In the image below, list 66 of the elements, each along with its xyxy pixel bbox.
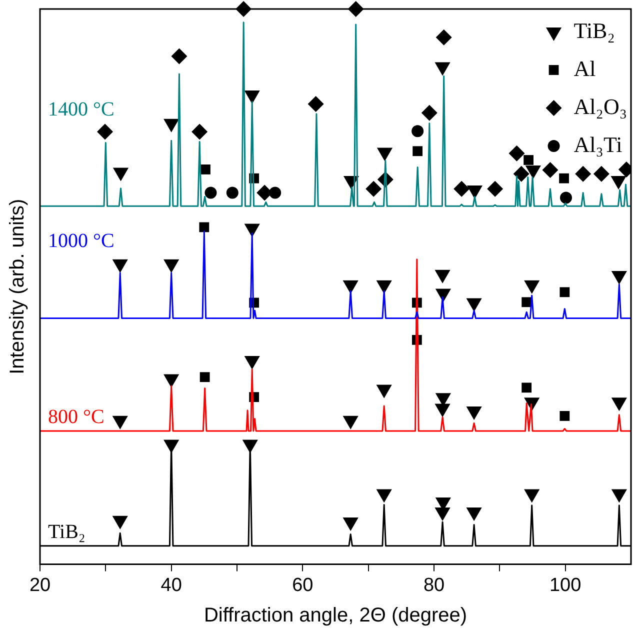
point (204, 186, 217, 199)
point (611, 270, 627, 284)
x-tick-label: 20 (29, 574, 51, 596)
legend-label: Al₂O₃ (574, 94, 628, 119)
point (112, 416, 128, 430)
x-axis-title: Diffraction angle, 2Θ (degree) (204, 604, 468, 627)
point (342, 518, 358, 532)
point (376, 280, 392, 294)
point (244, 224, 260, 238)
point (524, 280, 540, 294)
point (466, 406, 482, 420)
x-tick-label: 100 (549, 574, 582, 596)
point (560, 192, 572, 204)
series-label: 1000 °C (48, 230, 114, 252)
point (164, 374, 180, 388)
point (269, 186, 282, 199)
point (366, 180, 382, 197)
point (559, 173, 569, 184)
point (308, 96, 324, 112)
point (575, 166, 592, 182)
point (434, 270, 450, 284)
point (593, 166, 610, 182)
legend-label: Al (574, 56, 596, 81)
point (171, 48, 188, 64)
x-tick-label: 60 (292, 574, 314, 596)
series-label: 1400 °C (48, 98, 114, 121)
point (112, 259, 128, 273)
point (454, 180, 470, 197)
point (542, 162, 558, 178)
series-label: 800 °C (48, 406, 104, 428)
point (466, 508, 482, 522)
x-tick-label: 40 (160, 574, 182, 596)
point (434, 508, 450, 522)
x-tick-label: 80 (423, 574, 445, 596)
point (226, 186, 238, 199)
point (200, 164, 210, 174)
point (342, 280, 358, 294)
point (421, 104, 438, 121)
point (376, 384, 392, 398)
point (97, 124, 114, 140)
point (434, 404, 450, 418)
point (513, 166, 530, 182)
point (436, 29, 452, 46)
point (164, 259, 180, 273)
point (376, 489, 392, 503)
point (560, 287, 570, 298)
point (112, 516, 128, 530)
point (412, 125, 424, 138)
point (611, 489, 627, 503)
legend-label: Al₃Ti (574, 132, 622, 157)
point (244, 356, 260, 370)
y-axis-title: Intensity (arb. units) (6, 198, 29, 374)
point (508, 145, 525, 162)
point (466, 298, 482, 312)
point (524, 155, 534, 165)
point (192, 124, 208, 140)
point (524, 489, 540, 503)
point (199, 222, 210, 232)
point (342, 416, 358, 430)
legend-label: TiB₂ (574, 18, 615, 43)
point (524, 398, 540, 412)
point (611, 398, 627, 412)
point (522, 297, 532, 308)
point (487, 180, 504, 197)
series-label: TiB₂ (48, 520, 86, 543)
point (412, 146, 423, 156)
